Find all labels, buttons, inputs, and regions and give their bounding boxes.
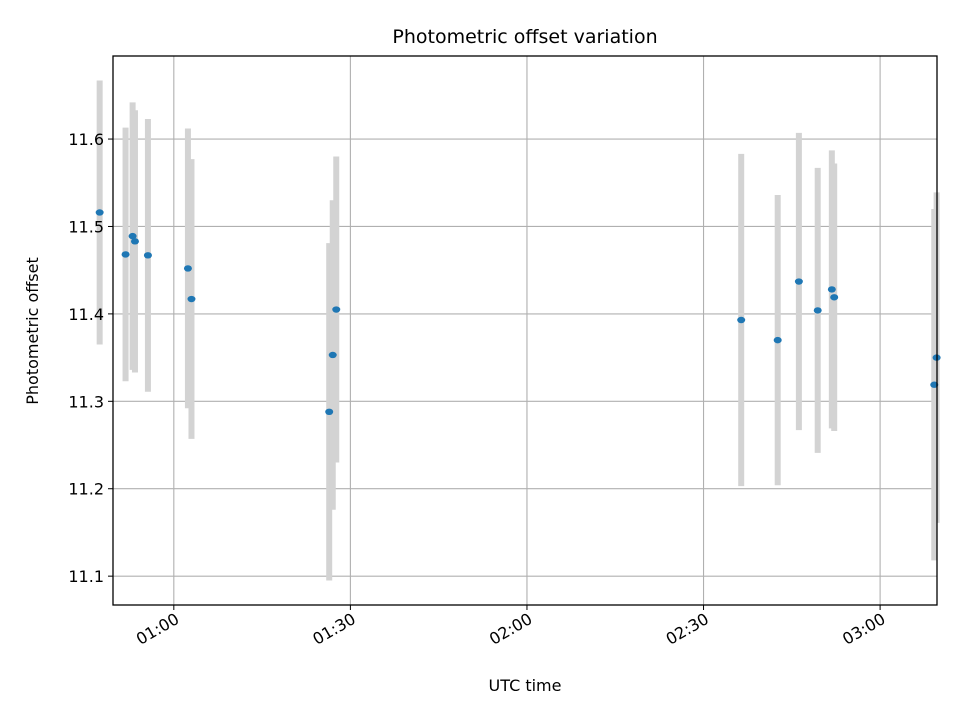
y-axis-ticks: 11.1 11.2 11.3 11.4 11.5 11.6 bbox=[68, 130, 113, 586]
x-axis-label: UTC time bbox=[489, 676, 562, 695]
data-point bbox=[325, 408, 334, 416]
data-point bbox=[183, 265, 192, 272]
data-point bbox=[130, 238, 139, 245]
plot-frame bbox=[112, 55, 938, 606]
data-point bbox=[813, 307, 822, 314]
data-point bbox=[830, 294, 839, 301]
data-point bbox=[187, 295, 196, 303]
data-point bbox=[328, 351, 337, 359]
y-tick-label: 11.2 bbox=[68, 480, 104, 499]
data-point bbox=[95, 209, 104, 216]
y-tick-label: 11.3 bbox=[68, 392, 104, 411]
data-point bbox=[128, 232, 137, 240]
data-point bbox=[773, 336, 782, 344]
data-point bbox=[143, 252, 152, 259]
y-tick-label: 11.4 bbox=[68, 305, 104, 324]
data-point bbox=[332, 306, 341, 313]
y-tick-label: 11.6 bbox=[68, 130, 104, 149]
data-point bbox=[794, 278, 803, 285]
data-points bbox=[95, 209, 941, 416]
y-tick-label: 11.5 bbox=[68, 217, 104, 236]
y-tick-label: 11.1 bbox=[68, 567, 104, 586]
data-point bbox=[930, 381, 939, 388]
y-axis-label: Photometric offset bbox=[23, 257, 42, 405]
chart-title: Photometric offset variation bbox=[392, 26, 657, 48]
data-point bbox=[121, 251, 130, 258]
data-point bbox=[827, 286, 836, 293]
data-point bbox=[737, 316, 746, 324]
